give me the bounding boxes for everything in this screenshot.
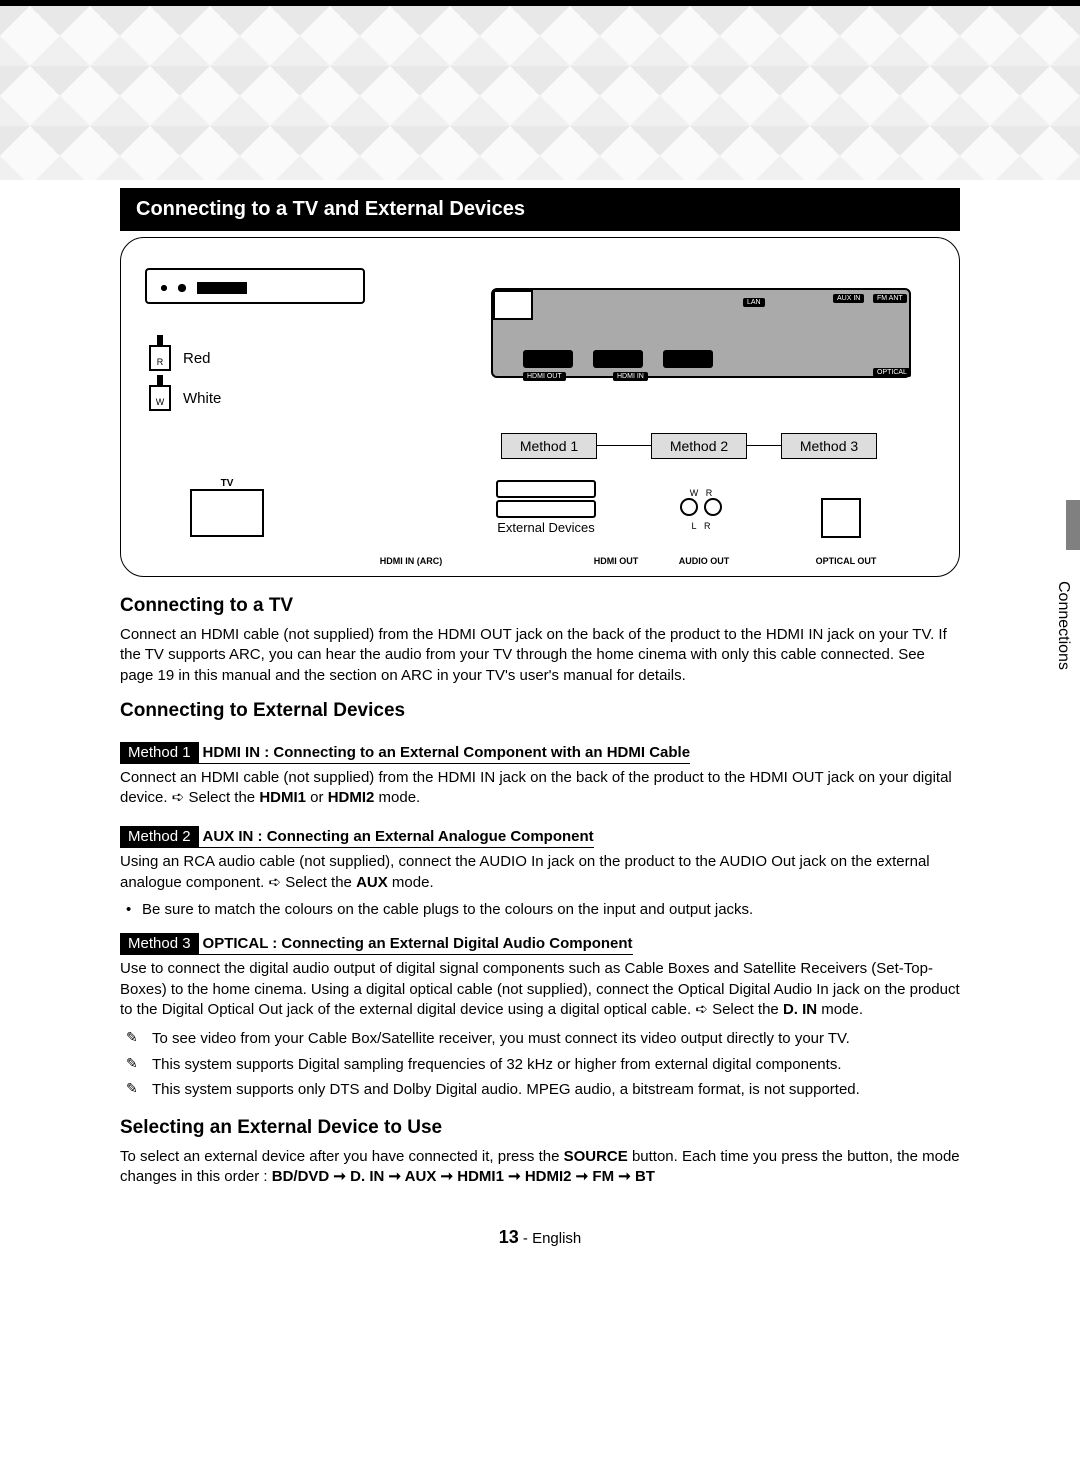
method-3-body: Use to connect the digital audio output …	[120, 959, 960, 1020]
method-2-bullet-list: Be sure to match the colours on the cabl…	[120, 899, 960, 922]
connecting-to-external-heading: Connecting to External Devices	[120, 700, 960, 722]
red-label: Red	[183, 350, 211, 367]
page-number: 13	[499, 1227, 519, 1247]
page-language: - English	[519, 1230, 582, 1247]
white-label: White	[183, 390, 221, 407]
method-2-bullet-item: Be sure to match the colours on the cabl…	[126, 899, 960, 922]
hdmi-in-1-port	[593, 350, 643, 368]
optical-port-label: OPTICAL	[873, 368, 911, 377]
rca-cable-legend: R Red W White	[149, 338, 349, 418]
external-devices-icon: External Devices	[491, 478, 601, 535]
optical-out-label: OPTICAL OUT	[801, 556, 891, 566]
page-footer: 13 - English	[120, 1227, 960, 1248]
method-2-box: Method 2	[651, 433, 747, 459]
note-item: To see video from your Cable Box/Satelli…	[126, 1026, 960, 1052]
hdmi-in-2-port	[663, 350, 713, 368]
method-2-heading: Method 2AUX IN : Connecting an External …	[120, 828, 594, 848]
decorative-header-pattern	[0, 0, 1080, 180]
hdmi-out-label: HDMI OUT	[581, 556, 651, 566]
lan-port-label: LAN	[743, 298, 765, 307]
selecting-external-device-heading: Selecting an External Device to Use	[120, 1117, 960, 1139]
device-front-view	[145, 268, 365, 304]
note-item: This system supports only DTS and Dolby …	[126, 1077, 960, 1103]
back-hdmi-out-label: HDMI OUT	[523, 372, 566, 381]
back-hdmi-in-label: HDMI IN	[613, 372, 648, 381]
hdmi-in-arc-label: HDMI IN (ARC)	[351, 556, 471, 566]
method-2-body: Using an RCA audio cable (not supplied),…	[120, 852, 960, 893]
method-3-box: Method 3	[781, 433, 877, 459]
section-tab-connections: Connections	[1040, 560, 1080, 690]
method-1-box: Method 1	[501, 433, 597, 459]
device-back-panel: LAN HDMI OUT HDMI IN AUX IN FM ANT OPTIC…	[491, 288, 911, 378]
note-item: This system supports Digital sampling fr…	[126, 1052, 960, 1078]
tv-icon: TV	[177, 476, 277, 537]
rca-plug-white-icon: W	[149, 385, 171, 411]
audio-out-jacks: W R L R	[656, 488, 746, 531]
notes-list: To see video from your Cable Box/Satelli…	[120, 1026, 960, 1103]
method-1-heading: Method 1HDMI IN : Connecting to an Exter…	[120, 744, 690, 764]
audio-out-label: AUDIO OUT	[669, 556, 739, 566]
method-1-body: Connect an HDMI cable (not supplied) fro…	[120, 768, 960, 809]
aux-in-label: AUX IN	[833, 294, 864, 303]
fm-ant-label: FM ANT	[873, 294, 907, 303]
rca-plug-red-icon: R	[149, 345, 171, 371]
hdmi-out-port	[523, 350, 573, 368]
method-3-heading: Method 3OPTICAL : Connecting an External…	[120, 935, 633, 955]
connection-diagram: LAN HDMI OUT HDMI IN AUX IN FM ANT OPTIC…	[120, 237, 960, 577]
selecting-external-device-body: To select an external device after you h…	[120, 1147, 960, 1188]
connecting-to-tv-heading: Connecting to a TV	[120, 595, 960, 617]
optical-out-icon	[821, 498, 861, 538]
connecting-to-tv-body: Connect an HDMI cable (not supplied) fro…	[120, 625, 960, 686]
lan-port	[493, 290, 533, 320]
section-title-bar: Connecting to a TV and External Devices	[120, 188, 960, 231]
